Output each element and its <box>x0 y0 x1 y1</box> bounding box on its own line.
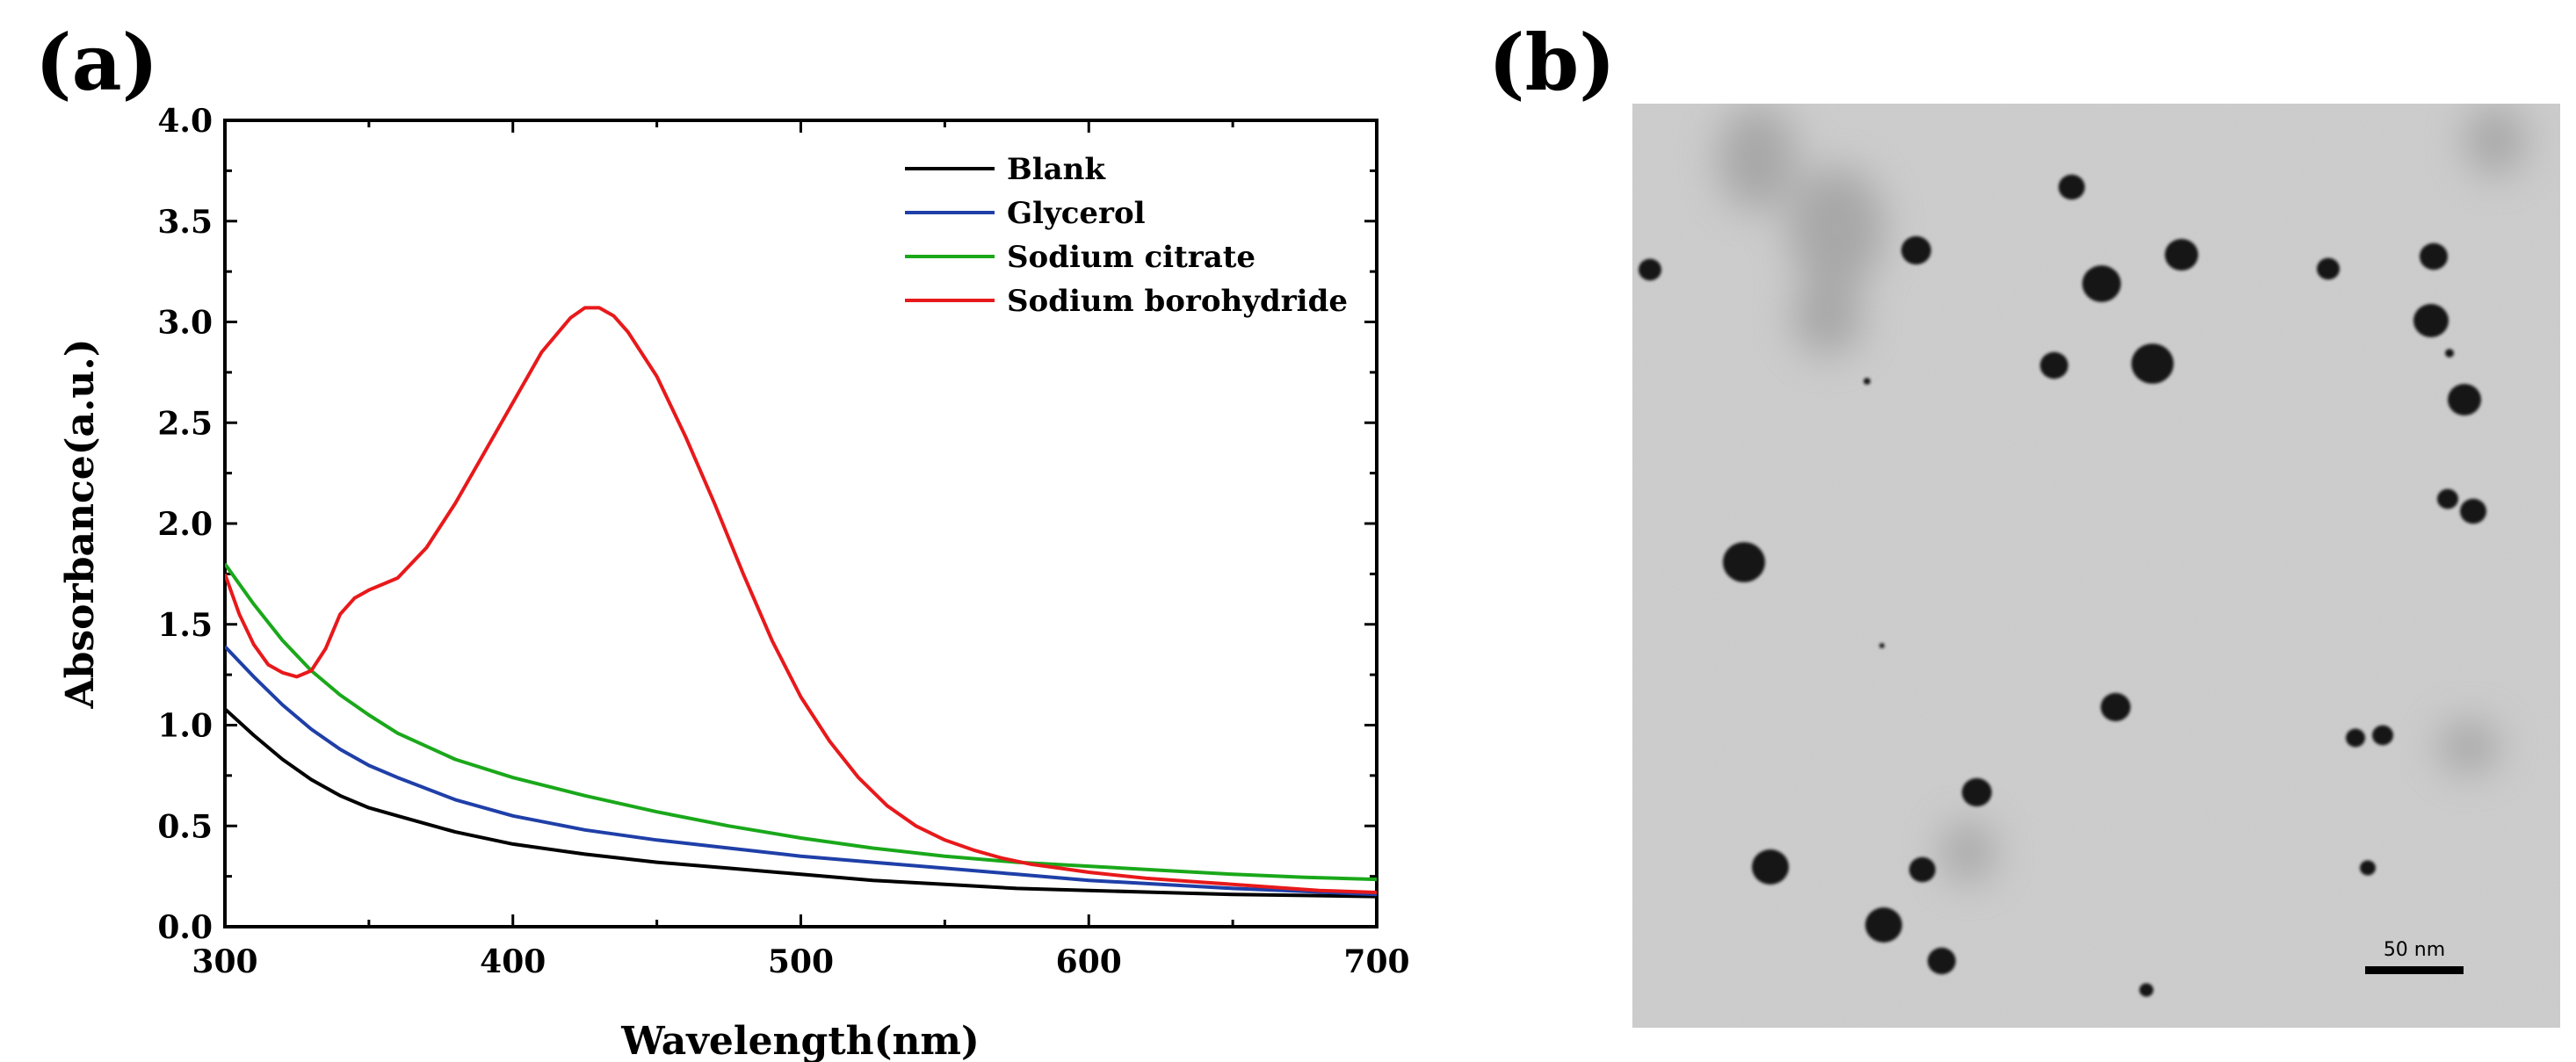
y-tick-label: 1.5 <box>157 607 213 644</box>
nanoparticle <box>2131 343 2174 384</box>
panel-a-label: (a) <box>35 17 158 108</box>
nanoparticle <box>1723 542 1765 582</box>
legend-label: Sodium citrate <box>1007 240 1255 275</box>
x-tick-label: 700 <box>1343 943 1409 980</box>
nanoparticle <box>2413 304 2449 337</box>
axis-ticks <box>223 119 1378 928</box>
legend-label: Blank <box>1007 152 1106 187</box>
tem-shadow-regions <box>1718 105 2526 883</box>
nanoparticle <box>2360 860 2376 876</box>
nanoparticle <box>2445 349 2454 358</box>
tem-micrograph: 50 nm <box>1632 104 2560 1028</box>
nanoparticle <box>2420 242 2448 271</box>
nanoparticle <box>2317 257 2340 280</box>
nanoparticle <box>1639 258 1661 281</box>
nanoparticle <box>2059 174 2085 200</box>
nanoparticle <box>1865 907 1902 943</box>
nanoparticle <box>2437 488 2458 509</box>
y-tick-label: 3.0 <box>157 305 213 342</box>
nanoparticle <box>2101 692 2131 722</box>
series-layer <box>225 306 1377 899</box>
nanoparticle <box>2460 498 2486 524</box>
nanoparticle <box>2372 725 2393 746</box>
nanoparticle <box>1928 947 1956 975</box>
y-tick-label: 3.5 <box>157 204 213 241</box>
x-axis-title: Wavelength(nm) <box>620 1019 980 1062</box>
series-line-glycerol <box>225 645 1377 897</box>
nanoparticle <box>2165 238 2198 271</box>
nanoparticle <box>2082 265 2121 302</box>
series-line-blank <box>225 707 1377 899</box>
y-axis-title: Absorbance(a.u.) <box>58 338 103 709</box>
y-tick-label: 0.5 <box>157 808 213 845</box>
nanoparticle <box>1962 777 1992 807</box>
nanoparticle <box>1863 378 1870 385</box>
legend-label: Glycerol <box>1007 196 1146 231</box>
y-tick-label: 0.0 <box>157 909 213 946</box>
y-tick-label: 1.0 <box>157 708 213 745</box>
nanoparticle <box>1909 856 1936 883</box>
nanoparticle <box>1879 643 1885 648</box>
series-line-sodium-citrate <box>225 562 1377 882</box>
y-tick-label: 2.0 <box>157 506 213 543</box>
nanoparticle <box>2346 728 2365 748</box>
tem-noise-texture <box>1632 104 2560 1028</box>
x-tick-label: 300 <box>192 943 257 980</box>
panel-b-label: (b) <box>1488 17 1616 108</box>
absorbance-chart: 300 400 500 600 700 0.0 0.5 1.0 1.5 2.0 2.5 3.0 3.5 4… <box>58 103 1410 1062</box>
nanoparticles <box>1639 174 2486 997</box>
scale-bar-label: 50 nm <box>2384 939 2445 961</box>
chart-legend: Blank Glycerol Sodium citrate Sodium borohy… <box>905 152 1348 319</box>
y-tick-label: 2.5 <box>157 405 213 442</box>
nanoparticle <box>2040 351 2068 379</box>
y-tick-label: 4.0 <box>157 103 213 140</box>
nanoparticle <box>2139 983 2153 997</box>
legend-label: Sodium borohydride <box>1007 284 1348 319</box>
scale-bar-line <box>2365 966 2464 974</box>
nanoparticle <box>2448 383 2481 416</box>
series-line-sodium-borohydride <box>225 306 1377 894</box>
nanoparticle <box>1901 235 1931 265</box>
x-tick-label: 600 <box>1056 943 1122 980</box>
axis-tick-labels: 300 400 500 600 700 0.0 0.5 1.0 1.5 2.0 2.5 3.0 3.5 4… <box>157 103 1409 980</box>
x-tick-label: 400 <box>480 943 546 980</box>
nanoparticle <box>1752 849 1789 885</box>
scale-bar: 50 nm <box>2365 939 2464 974</box>
x-tick-label: 500 <box>768 943 834 980</box>
